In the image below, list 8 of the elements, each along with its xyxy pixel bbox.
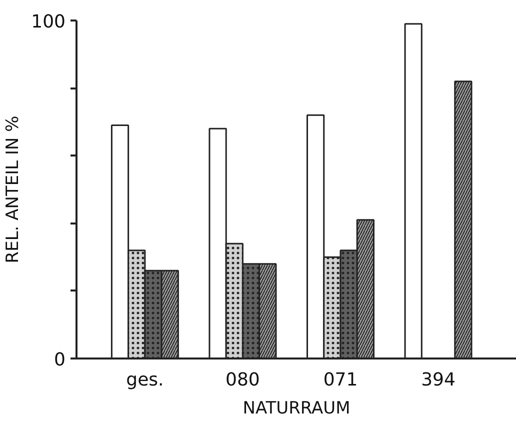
x-axis-title: NATURRAUM	[242, 398, 350, 418]
y-tick-label: 100	[31, 12, 66, 32]
x-tick-label: ges.	[126, 370, 164, 390]
x-tick-label: 080	[226, 370, 260, 390]
x-tick-label: 071	[323, 370, 358, 390]
x-tick-label: 394	[421, 370, 456, 390]
y-tick-label: 0	[54, 350, 66, 370]
y-axis-title: REL. ANTEIL IN %	[3, 116, 24, 264]
